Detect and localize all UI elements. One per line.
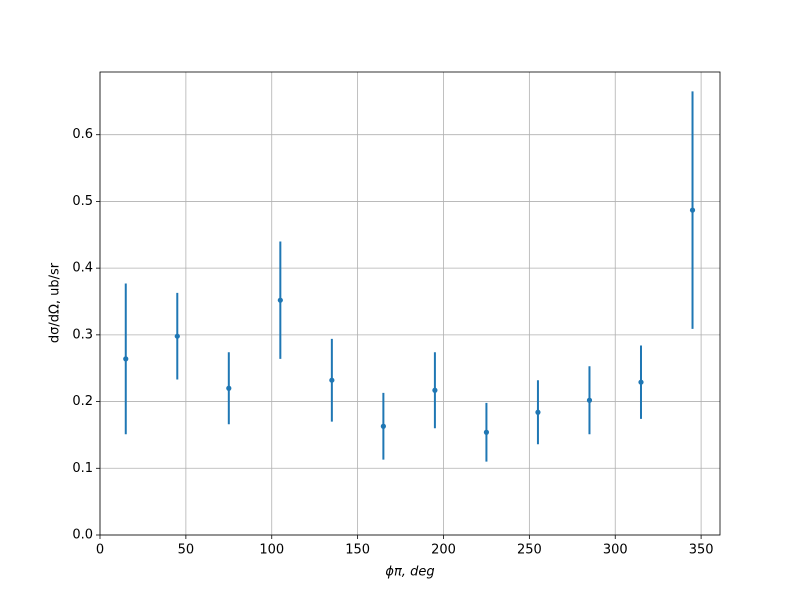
x-tick-label: 350 [689,543,714,558]
y-tick-label: 0.3 [72,327,93,342]
data-point [638,379,644,385]
y-tick-label: 0.6 [72,127,93,142]
x-tick-label: 250 [517,543,542,558]
data-point [226,385,232,391]
y-axis-label: dσ/dΩ, ub/sr [48,262,63,343]
y-tick-label: 0.2 [72,394,93,409]
data-point [689,207,696,213]
data-point [432,387,438,393]
x-tick-label: 200 [431,543,456,558]
data-point [380,423,386,429]
plot-frame [99,71,721,536]
x-tick-label: 300 [603,543,628,558]
data-point [277,297,283,303]
data-point [483,429,490,435]
x-axis-label: ϕπ, deg [385,565,434,580]
data-point [329,377,335,383]
x-tick-label: 0 [96,543,104,558]
y-tick-label: 0.1 [72,461,93,476]
x-tick-label: 150 [345,543,370,558]
x-tick-label: 50 [178,543,195,558]
x-tick-label: 100 [259,543,284,558]
data-point [174,333,180,339]
y-tick-label: 0.0 [72,528,93,543]
data-point [586,397,593,403]
y-tick-label: 0.5 [72,194,93,209]
data-point [123,356,129,362]
data-point [535,409,541,415]
y-tick-label: 0.4 [72,261,93,276]
